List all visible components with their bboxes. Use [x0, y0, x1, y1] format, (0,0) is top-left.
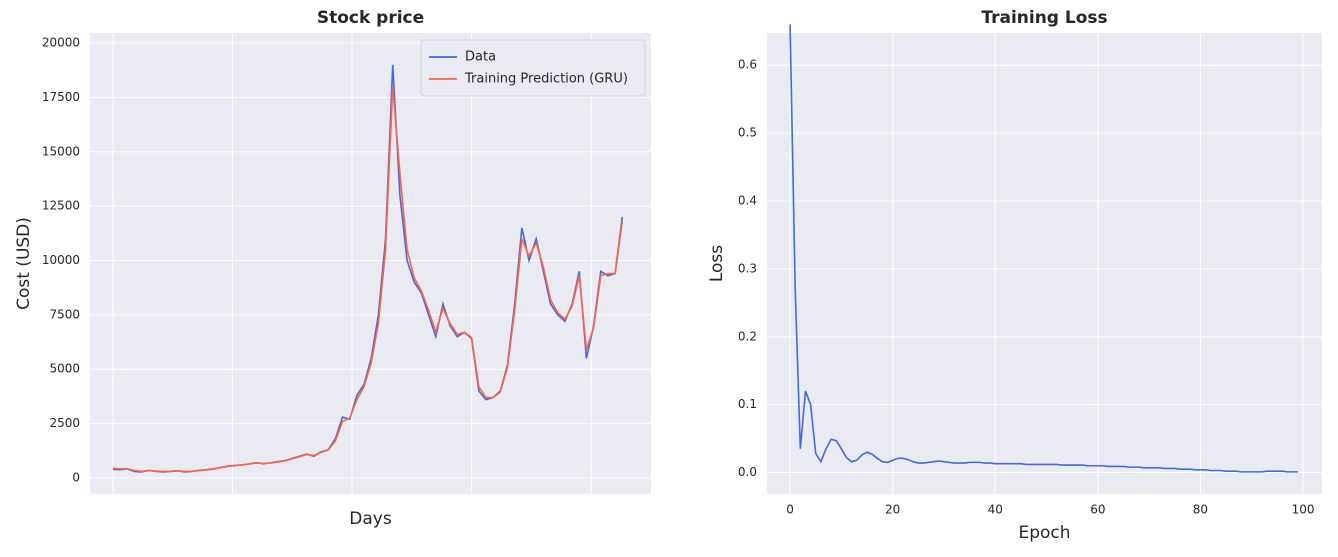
y-tick-label: 0	[72, 470, 80, 484]
y-tick-label: 0.0	[738, 465, 757, 479]
x-tick-label: 60	[1090, 503, 1105, 517]
x-tick-label: 100	[1292, 503, 1315, 517]
y-tick-label: 0.2	[738, 329, 757, 343]
y-tick-label: 2500	[49, 416, 80, 430]
y-tick-label: 10000	[42, 253, 80, 267]
legend-label: Training Prediction (GRU)	[464, 72, 628, 87]
y-tick-label: 7500	[49, 307, 80, 321]
y-tick-label: 12500	[42, 199, 80, 213]
line-series	[112, 86, 624, 473]
y-tick-label: 0.3	[738, 261, 757, 275]
x-axis-label: Days	[349, 509, 392, 529]
x-tick-label: 0	[786, 503, 794, 517]
plot-area	[767, 33, 1322, 494]
chart-title: Training Loss	[981, 8, 1107, 28]
legend-label: Data	[465, 50, 496, 65]
plot-area	[90, 33, 651, 494]
y-tick-label: 0.5	[738, 126, 757, 140]
legend-box	[420, 39, 646, 97]
y-tick-label: 17500	[42, 90, 80, 104]
y-tick-label: 20000	[42, 36, 80, 50]
x-axis-label: Epoch	[1018, 523, 1070, 543]
chart-title: Stock price	[317, 8, 424, 28]
x-tick-label: 80	[1193, 503, 1208, 517]
y-tick-label: 0.4	[738, 194, 757, 208]
y-axis-label: Cost (USD)	[14, 217, 34, 310]
y-tick-label: 15000	[42, 144, 80, 158]
y-tick-label: 5000	[49, 362, 80, 376]
line-series	[789, 24, 1298, 473]
y-tick-label: 0.1	[738, 397, 757, 411]
y-tick-label: 0.6	[738, 58, 757, 72]
x-tick-label: 40	[988, 503, 1003, 517]
y-axis-label: Loss	[707, 245, 727, 282]
x-tick-label: 20	[885, 503, 900, 517]
